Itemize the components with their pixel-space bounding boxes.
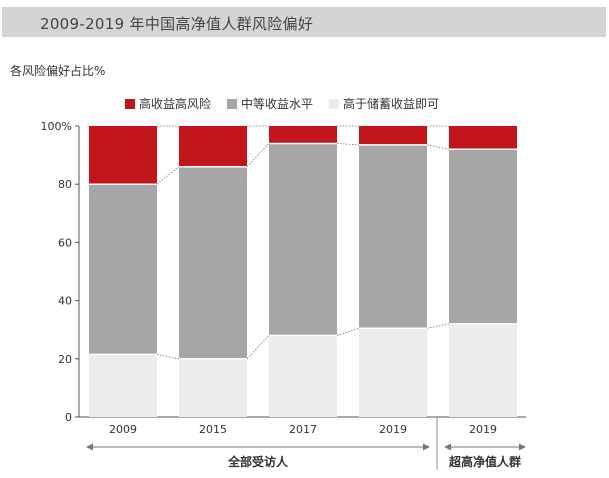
bar-connector — [336, 327, 360, 336]
legend-swatch — [329, 99, 340, 109]
bar-segment — [269, 335, 337, 417]
bar-segment — [89, 184, 157, 355]
x-tick-label: 2015 — [199, 423, 227, 436]
bar-segment — [359, 126, 427, 145]
page-title: 2009-2019 年中国高净值人群风险偏好 — [40, 15, 314, 33]
bar-connector — [246, 335, 270, 360]
y-tick-label: 40 — [58, 295, 72, 308]
bar-connector — [426, 144, 450, 150]
bar-connector — [156, 354, 180, 360]
bar-segment — [89, 126, 157, 185]
arrow-left-icon — [444, 443, 451, 451]
x-tick-label: 2009 — [109, 423, 137, 436]
bar-segment — [269, 143, 337, 336]
bar-segment — [449, 323, 517, 417]
legend-label: 中等收益水平 — [241, 96, 313, 111]
title-bar: 2009-2019 年中国高净值人群风险偏好 — [2, 7, 606, 37]
legend-label: 高收益高风险 — [139, 96, 211, 111]
bar-segment — [269, 126, 337, 144]
bar-segment — [449, 149, 517, 324]
y-axis-title: 各风险偏好占比% — [10, 64, 106, 78]
arrow-right-icon — [423, 443, 430, 451]
y-tick-label: 100% — [41, 120, 72, 133]
y-tick-label: 0 — [65, 411, 72, 424]
bar-segment — [179, 166, 247, 359]
y-tick-label: 20 — [58, 353, 72, 366]
legend-swatch — [227, 99, 238, 109]
y-tick-label: 80 — [58, 178, 72, 191]
bar-segment — [359, 328, 427, 417]
group-label: 全部受访人 — [227, 454, 289, 469]
group-label: 超高净值人群 — [448, 454, 521, 469]
legend-swatch — [125, 99, 135, 109]
x-tick-label: 2019 — [379, 423, 407, 436]
bar-segment — [89, 354, 157, 417]
bar-connector — [426, 323, 450, 329]
x-tick-label: 2019 — [469, 423, 497, 436]
bar-connector — [246, 143, 270, 168]
bar-segment — [449, 126, 517, 150]
y-tick-label: 60 — [58, 236, 72, 249]
arrow-right-icon — [519, 443, 526, 451]
bar-segment — [359, 144, 427, 329]
bar-connector — [336, 143, 360, 146]
legend-label: 高于储蓄收益即可 — [343, 96, 439, 111]
arrow-left-icon — [86, 443, 93, 451]
bar-connector — [156, 166, 180, 185]
x-tick-label: 2017 — [289, 423, 317, 436]
bar-segment — [179, 126, 247, 167]
bar-segment — [179, 358, 247, 417]
